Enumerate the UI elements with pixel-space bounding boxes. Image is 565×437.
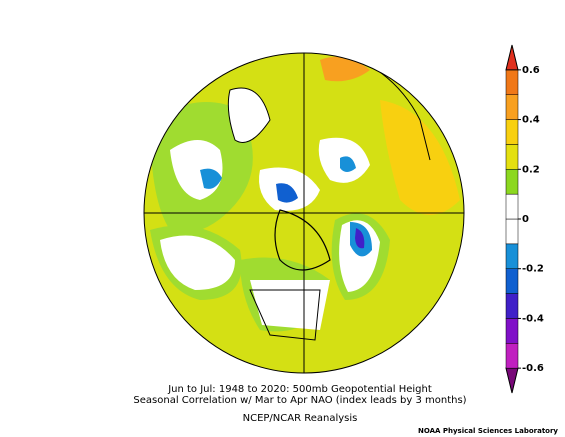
colorbar-band [505, 343, 519, 369]
tick-label: -0.2 [522, 264, 544, 275]
colorbar-arrow [505, 367, 519, 394]
tick-label: -0.6 [522, 363, 544, 374]
colorbar-band [505, 318, 519, 344]
colorbar-band [505, 268, 519, 294]
colorbar-band [505, 218, 519, 245]
tick-label: 0.4 [522, 115, 540, 126]
title-line: Seasonal Correlation w/ Mar to Apr NAO (… [133, 395, 466, 406]
tick-label: -0.4 [522, 313, 544, 324]
credit: NOAA Physical Sciences Laboratory [418, 427, 558, 435]
tick-label: 0.6 [522, 65, 540, 76]
colorbar-band [505, 144, 519, 170]
colorbar-band [505, 243, 519, 269]
colorbar-band [505, 193, 519, 220]
colorbar-band [505, 119, 519, 145]
colorbar-band [505, 69, 519, 95]
source: NCEP/NCAR Reanalysis [243, 413, 358, 424]
colorbar-band [505, 293, 519, 319]
title-line: Jun to Jul: 1948 to 2020: 500mb Geopoten… [167, 384, 432, 395]
colorbar-band [505, 94, 519, 120]
map [144, 53, 464, 373]
tick-label: 0.2 [522, 164, 540, 175]
colorbar-arrow [505, 44, 519, 71]
colorbar-band [505, 169, 519, 195]
tick-label: 0 [522, 214, 529, 225]
colorbar: -0.6 -0.4 -0.2 0 0.2 0.4 0.6 [505, 44, 544, 394]
